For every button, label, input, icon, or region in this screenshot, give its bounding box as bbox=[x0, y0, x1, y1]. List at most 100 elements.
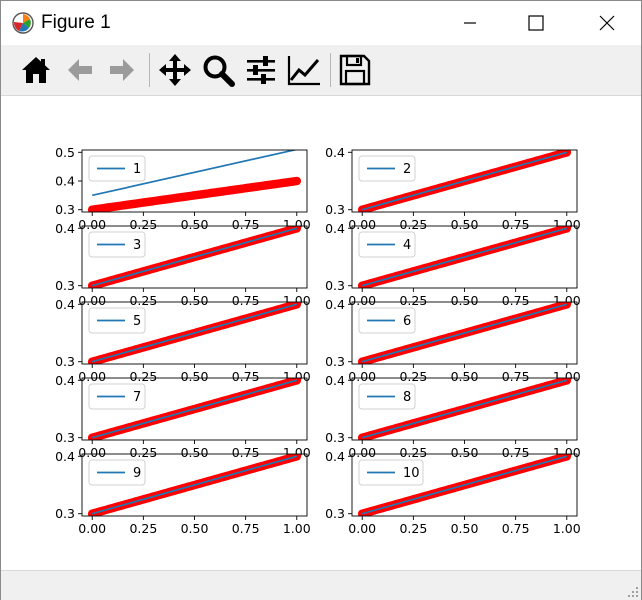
x-tick-label: 0.75 bbox=[502, 217, 530, 232]
scatter-point bbox=[562, 454, 572, 461]
fit-line bbox=[91, 227, 298, 287]
maximize-icon bbox=[528, 15, 544, 31]
toolbar-separator bbox=[149, 53, 150, 87]
y-tick-label: 0.3 bbox=[325, 202, 345, 217]
y-tick-label: 0.3 bbox=[325, 430, 345, 445]
x-tick-label: 0.00 bbox=[348, 369, 376, 384]
y-tick-label: 0.3 bbox=[325, 354, 345, 369]
x-tick-label: 0.25 bbox=[399, 293, 427, 308]
y-tick-label: 0.4 bbox=[55, 373, 75, 388]
fit-line bbox=[91, 379, 298, 439]
legend-label: 2 bbox=[403, 162, 411, 177]
navigation-toolbar bbox=[1, 45, 641, 96]
toolbar-separator bbox=[330, 53, 331, 87]
y-tick-label: 0.3 bbox=[55, 430, 75, 445]
x-tick-label: 0.25 bbox=[129, 521, 157, 536]
legend-label: 9 bbox=[133, 466, 141, 481]
home-button[interactable] bbox=[17, 51, 55, 89]
x-tick-label: 0.75 bbox=[232, 293, 260, 308]
x-tick-label: 0.25 bbox=[129, 293, 157, 308]
scatter-point bbox=[292, 454, 302, 461]
x-tick-label: 0.25 bbox=[129, 217, 157, 232]
y-tick-label: 0.3 bbox=[55, 506, 75, 521]
scatter-point bbox=[292, 226, 302, 233]
subplot-2: 0.30.40.00 0.25 0.50 0.75 1.002 bbox=[325, 145, 581, 232]
y-tick-label: 0.3 bbox=[55, 278, 75, 293]
minimize-button[interactable] bbox=[447, 1, 493, 45]
plot-area bbox=[87, 150, 302, 212]
figure-canvas[interactable]: 0.3 0.4 0.5 0.00 0.25 0.50 0.75 1.00 1 0.3 0.4 0.00… bbox=[1, 96, 641, 569]
legend-label: 3 bbox=[133, 238, 141, 253]
move-icon bbox=[159, 54, 191, 86]
scatter-point bbox=[292, 302, 302, 309]
close-button[interactable] bbox=[584, 1, 630, 45]
y-tick-label: 0.5 bbox=[55, 145, 75, 160]
subplot-10: 0.3 0.4 0.00 0.25 0.50 0.75 1.00 10 bbox=[325, 449, 581, 536]
fit-line bbox=[361, 227, 568, 287]
x-tick-label: 0.00 bbox=[78, 445, 106, 460]
y-tick-label: 0.4 bbox=[325, 373, 345, 388]
zoom-button[interactable] bbox=[199, 51, 237, 89]
subplot-6: 0.30.40.00 0.25 0.50 0.75 1.006 bbox=[325, 297, 581, 384]
magnifier-icon bbox=[203, 55, 235, 87]
pan-button[interactable] bbox=[156, 51, 194, 89]
y-tick-label: 0.3 bbox=[325, 506, 345, 521]
x-tick-label: 0.25 bbox=[399, 521, 427, 536]
legend-label: 5 bbox=[133, 314, 141, 329]
x-tick-label: 0.00 bbox=[348, 521, 376, 536]
scatter-point bbox=[562, 302, 572, 309]
y-tick-label: 0.3 bbox=[55, 202, 75, 217]
status-bar bbox=[1, 570, 641, 600]
arrow-left-icon bbox=[68, 59, 92, 81]
x-tick-label: 0.50 bbox=[451, 521, 479, 536]
fit-line bbox=[361, 151, 568, 211]
x-tick-label: 0.75 bbox=[502, 445, 530, 460]
home-icon bbox=[22, 57, 50, 83]
legend-label: 4 bbox=[403, 238, 411, 253]
x-tick-label: 0.00 bbox=[78, 369, 106, 384]
back-button[interactable] bbox=[61, 51, 99, 89]
x-tick-label: 0.25 bbox=[399, 445, 427, 460]
configure-subplots-button[interactable] bbox=[242, 51, 280, 89]
edit-axis-button[interactable] bbox=[285, 51, 323, 89]
x-tick-label: 0.25 bbox=[399, 369, 427, 384]
y-tick-label: 0.4 bbox=[325, 145, 345, 160]
scatter-point bbox=[292, 378, 302, 385]
plot-area bbox=[357, 302, 572, 364]
sliders-icon bbox=[247, 56, 275, 84]
plot-area bbox=[357, 454, 572, 516]
x-tick-label: 1.00 bbox=[283, 521, 311, 536]
floppy-disk-icon bbox=[339, 54, 371, 86]
x-tick-label: 0.75 bbox=[502, 293, 530, 308]
maximize-button[interactable] bbox=[513, 1, 559, 45]
x-tick-label: 0.50 bbox=[181, 217, 209, 232]
forward-button[interactable] bbox=[103, 51, 141, 89]
x-tick-label: 0.50 bbox=[181, 369, 209, 384]
x-tick-label: 0.75 bbox=[502, 521, 530, 536]
x-tick-label: 0.00 bbox=[348, 293, 376, 308]
save-button[interactable] bbox=[336, 51, 374, 89]
subplots-figure: 0.30.40.50.00 0.25 0.50 0.75 1.0010.30.40.00… bbox=[55, 145, 581, 536]
fit-line bbox=[361, 379, 568, 439]
y-tick-label: 0.4 bbox=[55, 174, 75, 189]
x-tick-label: 0.75 bbox=[232, 521, 260, 536]
legend-label: 10 bbox=[403, 466, 420, 481]
y-tick-label: 0.3 bbox=[325, 278, 345, 293]
x-tick-label: 0.50 bbox=[451, 217, 479, 232]
x-tick-label: 0.50 bbox=[451, 445, 479, 460]
resize-grip-icon[interactable] bbox=[627, 586, 639, 598]
x-tick-label: 0.50 bbox=[181, 521, 209, 536]
fit-line bbox=[361, 455, 568, 515]
arrow-right-icon bbox=[110, 59, 134, 81]
matplotlib-logo-icon bbox=[11, 11, 35, 35]
fit-line bbox=[91, 303, 298, 363]
x-tick-label: 0.50 bbox=[451, 369, 479, 384]
x-tick-label: 1.00 bbox=[553, 521, 581, 536]
x-tick-label: 0.25 bbox=[399, 217, 427, 232]
x-tick-label: 0.00 bbox=[348, 445, 376, 460]
x-tick-label: 0.00 bbox=[78, 521, 106, 536]
subplot-7: 0.30.40.00 0.25 0.50 0.75 1.007 bbox=[55, 373, 311, 460]
subplot-3: 0.30.40.00 0.25 0.50 0.75 1.003 bbox=[55, 221, 311, 308]
title-bar[interactable]: Figure 1 bbox=[1, 1, 641, 45]
